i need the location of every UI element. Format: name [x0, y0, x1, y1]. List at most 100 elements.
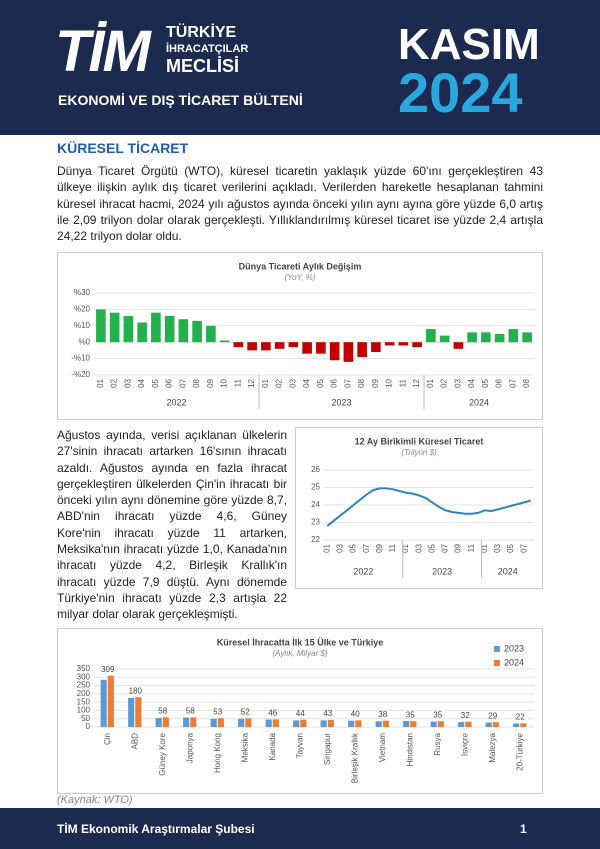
y-tick-label: 200: [77, 689, 91, 698]
data-label: 180: [129, 686, 143, 695]
x-tick-label: 10: [385, 378, 394, 387]
bar: [343, 342, 354, 362]
bar: [513, 723, 520, 727]
x-tick-label: 03: [493, 543, 502, 552]
group-label: 2023: [432, 566, 452, 576]
x-tick-label: 07: [519, 543, 528, 552]
y-tick-label: 100: [77, 706, 91, 715]
bar: [206, 325, 216, 343]
x-tick-label: 04: [467, 378, 476, 387]
month: KASIM: [398, 20, 540, 69]
bulletin-title: EKONOMİ VE DIŞ TİCARET BÜLTENİ: [58, 92, 303, 108]
x-tick-label: 05: [151, 378, 160, 387]
x-tick-label: 02: [275, 378, 284, 387]
data-label: 22: [516, 712, 525, 721]
bar: [375, 721, 382, 727]
x-tick-label: 11: [388, 543, 397, 552]
x-tick-label: 03: [123, 378, 132, 387]
data-label: 44: [296, 709, 305, 718]
x-tick-label: 07: [508, 378, 517, 387]
y-tick-label: 150: [77, 697, 91, 706]
x-tick-label: Singapur: [323, 733, 332, 765]
chart: Dünya Ticareti Aylık Değişim (YoY, %) -%…: [57, 252, 543, 420]
bar: [272, 719, 279, 727]
x-tick-label: 10: [220, 378, 229, 387]
x-tick-label: Rusya: [433, 732, 442, 755]
bar: [245, 718, 252, 727]
x-tick-label: 20-Türkiye: [515, 732, 524, 770]
x-tick-label: 12: [247, 378, 256, 387]
group-label: 2022: [166, 397, 186, 407]
data-label: 46: [268, 708, 277, 717]
group-label: 2024: [498, 566, 518, 576]
bar: [183, 717, 190, 727]
bar: [300, 719, 307, 727]
paragraph-block: 12 Ay Birikimli Küresel Ticaret (Trilyon…: [57, 427, 543, 623]
bar: [192, 320, 202, 343]
paragraph: Dünya Ticaret Örgütü (WTO), küresel tica…: [57, 164, 543, 244]
year: 2024: [398, 61, 523, 124]
bar: [137, 322, 147, 343]
x-tick-label: 03: [453, 378, 462, 387]
bar: [348, 720, 355, 727]
bar: [492, 722, 499, 727]
source: (Kaynak: WTO): [57, 794, 133, 806]
org-line: TÜRKİYE: [166, 24, 237, 41]
bar: [508, 329, 519, 343]
x-tick-label: 07: [178, 378, 187, 387]
y-tick-label: 350: [77, 664, 91, 673]
org-name: TÜRKİYE İHRACATÇILAR MECLİSİ: [166, 24, 248, 75]
page-number: 1: [520, 822, 527, 836]
x-tick-label: 07: [362, 543, 371, 552]
y-tick-label: %10: [74, 321, 91, 330]
bar: [426, 329, 436, 343]
org-line: MECLİSİ: [166, 56, 240, 76]
y-tick-label: 50: [81, 714, 90, 723]
bar: [261, 342, 271, 351]
chart-title: 12 Ay Birikimli Küresel Ticaret: [355, 436, 484, 446]
x-tick-label: 01: [322, 543, 331, 552]
x-tick-label: Birleşik Krallık: [350, 732, 359, 783]
bar: [481, 332, 491, 343]
x-tick-label: 02: [110, 378, 119, 387]
data-label: 38: [378, 710, 387, 719]
x-tick-label: Hong Kong: [213, 733, 222, 773]
paragraph: Ağustos ayında, verisi açıklanan ülkeler…: [57, 428, 287, 622]
y-tick-label: -%20: [71, 370, 90, 379]
bar: [355, 720, 362, 727]
bar: [522, 332, 532, 343]
y-tick-label: %0: [78, 337, 90, 346]
bar: [412, 342, 422, 348]
bar: [316, 342, 326, 354]
x-tick-label: 07: [441, 543, 450, 552]
logo: TİM: [55, 19, 151, 84]
bar: [403, 721, 410, 727]
chart-title: Küresel İhracatta İlk 15 Ülke ve Türkiye: [217, 637, 384, 647]
footer-text: TİM Ekonomik Araştırmalar Şubesi: [57, 822, 255, 836]
x-tick-label: 07: [343, 378, 352, 387]
chart-subtitle: (Trilyon $): [401, 448, 437, 457]
legend-swatch: [494, 660, 500, 666]
bar: [465, 721, 472, 727]
y-tick-label: 23: [311, 518, 320, 527]
x-tick-label: 12: [412, 378, 421, 387]
x-tick-label: 01: [261, 378, 270, 387]
x-tick-label: 05: [506, 543, 515, 552]
x-tick-label: 06: [495, 378, 504, 387]
bar: [371, 342, 381, 353]
bar: [219, 340, 230, 343]
bar: [467, 332, 477, 343]
x-tick-label: 11: [398, 378, 407, 387]
bar: [437, 721, 444, 727]
x-tick-label: 01: [401, 543, 410, 552]
footer: TİM Ekonomik Araştırmalar Şubesi 1: [0, 808, 600, 849]
x-tick-label: İsviçre: [460, 732, 469, 756]
header: TİM TÜRKİYE İHRACATÇILAR MECLİSİ EKONOMİ…: [0, 0, 600, 135]
data-label: 40: [351, 709, 360, 718]
bar: [109, 312, 120, 343]
y-tick-label: 0: [86, 722, 91, 731]
bar: [274, 342, 285, 349]
y-tick-label: 24: [311, 500, 320, 509]
x-tick-label: Çin: [103, 733, 112, 745]
x-tick-label: 03: [336, 543, 345, 552]
